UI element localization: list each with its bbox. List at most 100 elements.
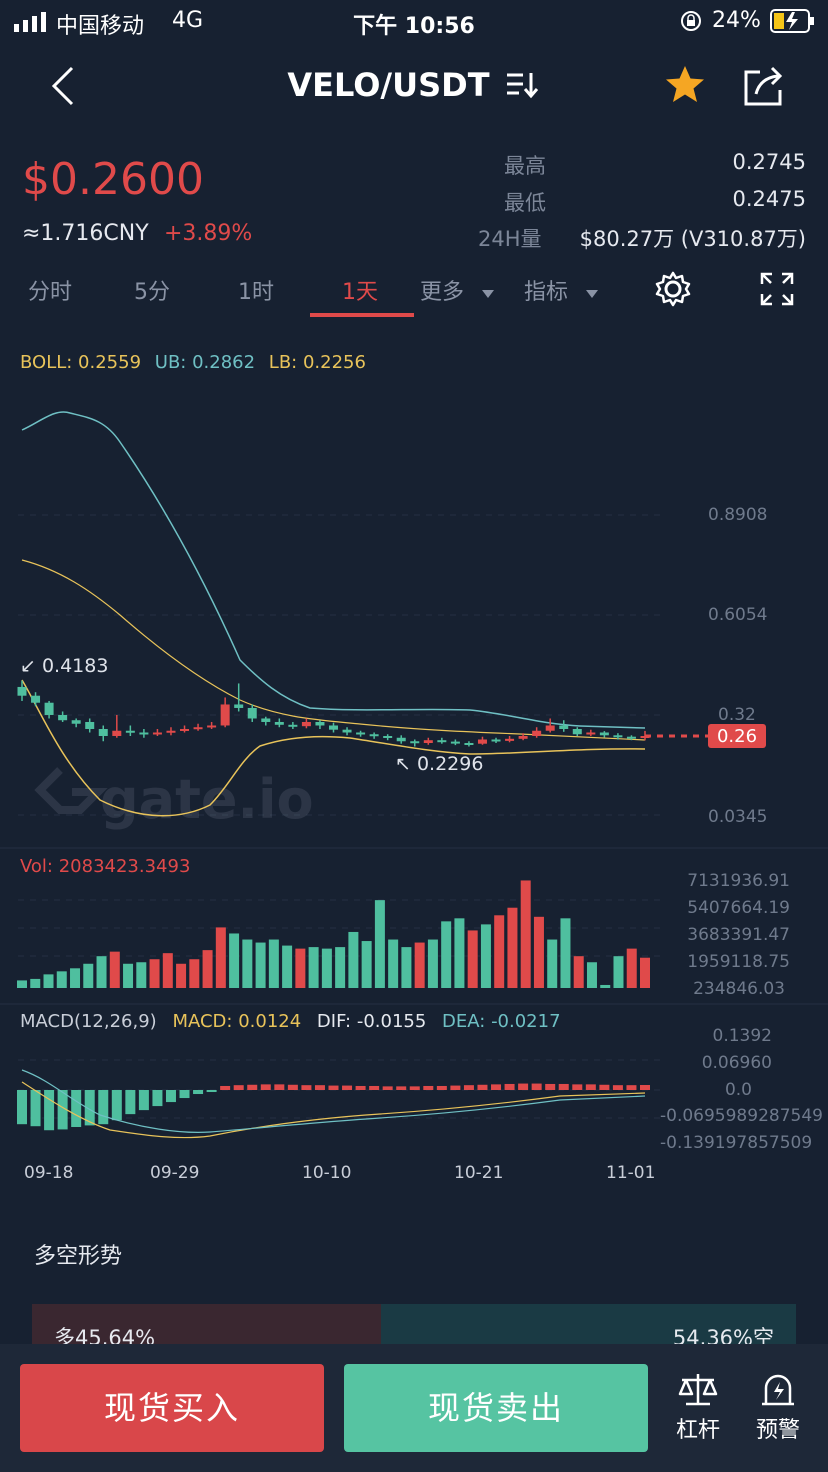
macd-tick-3: 0.0: [725, 1080, 752, 1100]
sentiment-short: 54.36%空: [672, 1326, 774, 1344]
sell-button[interactable]: 现货卖出: [344, 1364, 648, 1452]
candle-body: [477, 739, 487, 744]
macd-bar: [30, 1090, 41, 1127]
volume-bar: [401, 947, 412, 988]
last-price: $0.2600: [22, 154, 204, 205]
candle-body: [586, 732, 596, 735]
volume-bar: [282, 945, 293, 988]
high-marker: ↙ 0.4183: [20, 655, 108, 677]
macd-bar: [17, 1090, 27, 1125]
macd-bar: [423, 1085, 434, 1090]
volume-bar: [123, 963, 134, 988]
tab-timeshare[interactable]: 分时: [28, 280, 73, 305]
buy-button[interactable]: 现货买入: [20, 1364, 324, 1452]
candle-body: [613, 735, 623, 738]
macd-bar: [152, 1090, 163, 1107]
back-icon[interactable]: [50, 66, 78, 106]
macd-legend: MACD(12,26,9) MACD: 0.0124 DIF: -0.0155 …: [20, 1011, 561, 1032]
macd-bar: [545, 1083, 556, 1090]
tab-1hour[interactable]: 1时: [238, 280, 274, 305]
volume-bar: [109, 951, 120, 988]
macd-bar: [450, 1085, 461, 1090]
volume-bar: [242, 939, 253, 988]
volume-bar: [586, 962, 597, 988]
candle-body: [166, 730, 176, 733]
network-type: 4G: [172, 8, 204, 33]
vol-tick-5: 234846.03: [693, 979, 785, 999]
scale-icon: [678, 1374, 718, 1406]
candle-body: [626, 736, 636, 739]
macd-bar: [57, 1090, 68, 1130]
macd-bar: [165, 1090, 176, 1103]
volume-bar: [626, 948, 637, 988]
alert-button[interactable]: 预警: [746, 1372, 810, 1444]
share-icon[interactable]: [742, 64, 786, 108]
macd-bar: [98, 1090, 109, 1125]
price-change: +3.89%: [164, 221, 253, 246]
candle-body: [301, 721, 311, 727]
macd-dif-line: [21, 1081, 646, 1139]
candle-body: [518, 735, 528, 739]
fullscreen-icon[interactable]: [760, 272, 794, 306]
candle-body: [112, 730, 122, 736]
chevron-down-icon: [586, 290, 599, 298]
macd-histogram: [17, 1083, 650, 1131]
candle-body: [572, 728, 582, 735]
candle-body: [85, 721, 95, 729]
active-tab-indicator: [310, 313, 414, 317]
tab-1day[interactable]: 1天: [342, 280, 378, 305]
macd-bar: [233, 1085, 244, 1090]
pair-title[interactable]: VELO/USDT: [0, 66, 828, 104]
candlesticks: [17, 680, 650, 747]
macd-tick-4: -0.0695989287549: [660, 1106, 823, 1126]
candle-body: [450, 741, 460, 744]
tab-5min[interactable]: 5分: [134, 280, 170, 305]
volume-bar: [17, 980, 27, 988]
macd-bar: [599, 1084, 610, 1090]
volume-bar: [30, 978, 41, 988]
volume-bar: [361, 941, 372, 988]
candle-body: [44, 702, 54, 715]
tab-indicators[interactable]: 指标: [524, 274, 599, 306]
volume-bar: [70, 968, 81, 988]
volume-bar: [427, 939, 438, 988]
macd-bar: [558, 1083, 569, 1090]
boll-mid-line: [21, 559, 646, 741]
macd-bar: [477, 1084, 488, 1090]
macd-bar: [369, 1085, 380, 1090]
date-tick-4: 10-21: [454, 1163, 503, 1183]
macd-dea-line: [21, 1069, 646, 1133]
battery-icon: [770, 9, 814, 33]
star-icon[interactable]: [664, 64, 706, 106]
macd-bar: [342, 1085, 353, 1090]
volume-bar: [189, 959, 200, 988]
sentiment-bar: 多45.64% 54.36%空: [32, 1304, 796, 1344]
kline-chart[interactable]: gate.io ↙ 0.4183 ↖ 0.2296 0.8908 0.6054 …: [0, 380, 828, 1190]
macd-bar: [572, 1084, 583, 1090]
leverage-button[interactable]: 杠杆: [666, 1372, 730, 1444]
boll-legend: BOLL: 0.2559 UB: 0.2862 LB: 0.2256: [20, 352, 366, 373]
low-value: 0.2475: [732, 187, 806, 211]
candle-body: [31, 695, 41, 703]
volume-bar: [494, 915, 505, 988]
date-tick-3: 10-10: [302, 1163, 351, 1183]
tab-more[interactable]: 更多: [420, 274, 495, 306]
volume-bar: [414, 942, 425, 988]
low-marker: ↖ 0.2296: [395, 753, 483, 775]
watermark: gate.io: [34, 767, 314, 831]
macd-bar: [206, 1090, 217, 1093]
volume-bar: [202, 950, 213, 988]
switch-pair-icon[interactable]: [505, 71, 541, 99]
volume-bar: [268, 939, 279, 988]
volume-bar: [321, 948, 332, 988]
status-bar: 中国移动 4G 下午 10:56 24%: [0, 0, 828, 44]
sentiment-long: 多45.64%: [54, 1326, 156, 1344]
macd-bar: [396, 1086, 407, 1090]
candle-body: [247, 707, 257, 719]
date-tick-2: 09-29: [150, 1163, 199, 1183]
macd-bar: [436, 1085, 447, 1090]
settings-icon[interactable]: [654, 270, 692, 308]
volume-bar: [573, 956, 584, 988]
macd-bar: [138, 1090, 149, 1111]
candle-body: [383, 735, 393, 738]
